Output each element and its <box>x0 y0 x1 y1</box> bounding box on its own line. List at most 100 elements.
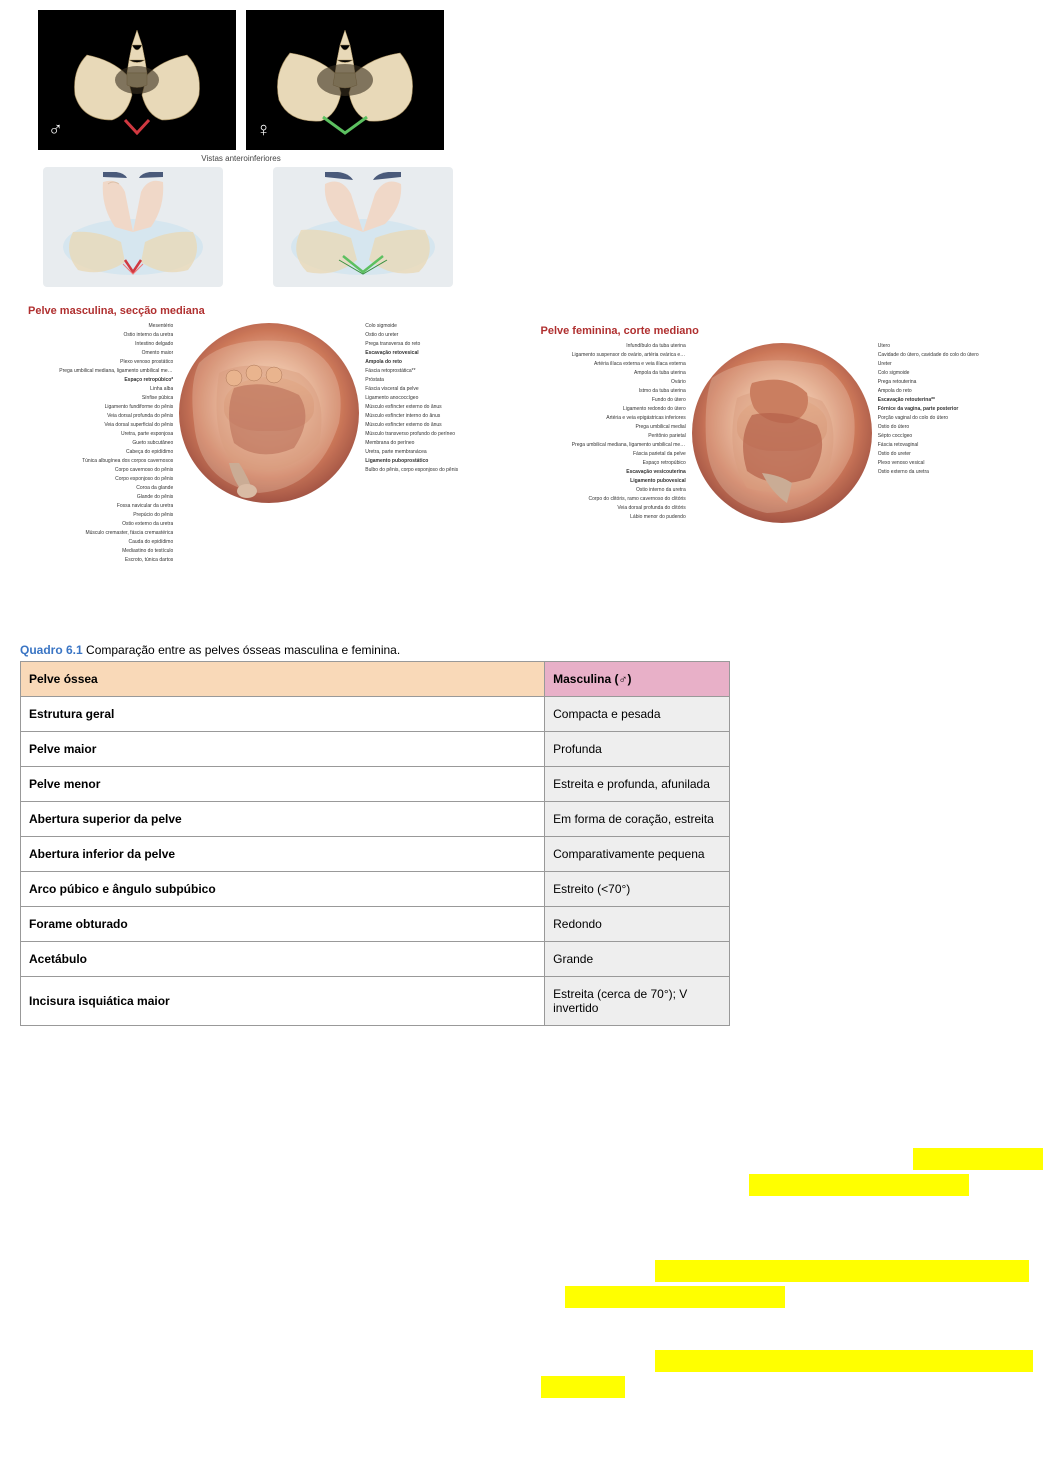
anatomy-label: Óstio do útero <box>878 424 992 430</box>
anatomy-label: Prega transversa do reto <box>365 341 479 347</box>
table-row-label: Abertura superior da pelve <box>21 802 545 837</box>
female-section-heading: Pelve feminina, corte mediano <box>541 325 1024 337</box>
anatomy-label: Útero <box>878 343 992 349</box>
anatomy-label: Túnica albugínea dos corpos cavernosos <box>59 458 173 464</box>
table-row-value: Estreita (cerca de 70°); V invertido <box>545 977 730 1026</box>
anatomy-label: Músculo esfíncter externo do ânus <box>365 404 479 410</box>
anatomy-label: Prepúcio do pênis <box>59 512 173 518</box>
table-row-value: Grande <box>545 942 730 977</box>
anatomy-label: Fáscia retoprostática** <box>365 368 479 374</box>
anatomy-label: Intestino delgado <box>59 341 173 347</box>
female-symbol: ♀ <box>256 119 271 142</box>
anatomy-label: Linha alba <box>59 386 173 392</box>
anatomy-label: Ampola do reto <box>878 388 992 394</box>
anatomy-label: Fossa navicular da uretra <box>59 503 173 509</box>
table-row-value: Estreita e profunda, afunilada <box>545 767 730 802</box>
table-row: Forame obturadoRedondo <box>21 907 730 942</box>
anatomy-label: Glande do pênis <box>59 494 173 500</box>
anatomy-label: Ligamento fundiforme do pênis <box>59 404 173 410</box>
male-symbol: ♂ <box>48 119 63 142</box>
anatomy-label: Uretra, parte esponjosa <box>59 431 173 437</box>
female-angle-hands <box>273 167 453 287</box>
table-row: Pelve menorEstreita e profunda, afunilad… <box>21 767 730 802</box>
anatomy-label: Plexo venoso prostático <box>59 359 173 365</box>
anatomy-label: Sépto coccígeo <box>878 433 992 439</box>
anatomy-label: Ligamento anococcígeo <box>365 395 479 401</box>
anatomy-label: Cavidade do útero, cavidade do colo do ú… <box>878 352 992 358</box>
highlight-mark <box>655 1260 1029 1282</box>
anatomy-label: Músculo transverso profundo do períneo <box>365 431 479 437</box>
anatomy-label: Veia dorsal profunda do clitóris <box>572 505 686 511</box>
anatomy-label: Fórnice da vagina, parte posterior <box>878 406 992 412</box>
anatomy-label: Ureter <box>878 361 992 367</box>
anatomy-label: Porção vaginal do colo do útero <box>878 415 992 421</box>
anatomy-label: Ampola da tuba uterina <box>572 370 686 376</box>
anatomy-label: Escroto, túnica dartos <box>59 557 173 563</box>
table-ref: Quadro 6.1 <box>20 643 83 657</box>
highlight-mark <box>655 1350 1033 1372</box>
anatomy-label: Gueto subcutâneo <box>59 440 173 446</box>
table-header-col1: Pelve óssea <box>21 662 545 697</box>
table-row: Pelve maiorProfunda <box>21 732 730 767</box>
anatomy-label: Músculo esfíncter interno do ânus <box>365 413 479 419</box>
table-row-label: Acetábulo <box>21 942 545 977</box>
anatomy-label: Artéria e veia epigástricas inferiores <box>572 415 686 421</box>
table-row-label: Arco púbico e ângulo subpúbico <box>21 872 545 907</box>
anatomy-label: Escavação retovesical <box>365 350 479 356</box>
anatomy-label: Membrana do períneo <box>365 440 479 446</box>
table-row-label: Pelve menor <box>21 767 545 802</box>
anatomy-label: Ligamento suspensor do ovário, artéria o… <box>572 352 686 358</box>
vistas-label: Vistas anteroinferiores <box>38 154 444 163</box>
anatomy-label: Óstio do ureter <box>878 451 992 457</box>
male-section-heading: Pelve masculina, secção mediana <box>28 305 511 317</box>
anatomy-label: Cabeça do epidídimo <box>59 449 173 455</box>
anatomy-label: Corpo do clitóris, ramo cavernoso do cli… <box>572 496 686 502</box>
anatomy-label: Uretra, parte membranácea <box>365 449 479 455</box>
anatomy-label: Prega umbilical medial <box>572 424 686 430</box>
anatomy-label: Ligamento puboprostático <box>365 458 479 464</box>
anatomy-label: Músculo esfíncter externo do ânus <box>365 422 479 428</box>
anatomy-label: Óstio interno da uretra <box>59 332 173 338</box>
table-row: AcetábuloGrande <box>21 942 730 977</box>
anatomy-label: Óstio externo da uretra <box>59 521 173 527</box>
table-row: Estrutura geralCompacta e pesada <box>21 697 730 732</box>
anatomy-label: Ligamento pubovesical <box>572 478 686 484</box>
anatomy-label: Escavação vesicouterina <box>572 469 686 475</box>
anatomy-label: Plexo venoso vesical <box>878 460 992 466</box>
male-pelvis-illustration <box>57 25 217 135</box>
anatomy-label: Próstata <box>365 377 479 383</box>
table-row-value: Compacta e pesada <box>545 697 730 732</box>
comparison-table: Pelve óssea Masculina (♂) Estrutura gera… <box>20 661 730 1026</box>
anatomy-label: Músculo cremaster, fáscia cremastérica <box>59 530 173 536</box>
anatomy-label: Peritônio parietal <box>572 433 686 439</box>
anatomy-label: Artéria ilíaca externa e veia ilíaca ext… <box>572 361 686 367</box>
anatomy-label: Fáscia visceral da pelve <box>365 386 479 392</box>
anatomy-label: Mediastino do testículo <box>59 548 173 554</box>
anatomy-label: Óstio externo da uretra <box>878 469 992 475</box>
female-pelvis-box: ♀ <box>246 10 444 150</box>
anatomy-label: Veia dorsal superficial do pênis <box>59 422 173 428</box>
anatomy-label: Bulbo do pênis, corpo esponjoso do pênis <box>365 467 479 473</box>
table-row-value: Comparativamente pequena <box>545 837 730 872</box>
anatomy-label: Lábio menor do pudendo <box>572 514 686 520</box>
anatomy-label: Corpo cavernoso do pênis <box>59 467 173 473</box>
table-row: Arco púbico e ângulo subpúbicoEstreito (… <box>21 872 730 907</box>
anatomy-label: Prega umbilical mediana, ligamento umbil… <box>572 442 686 448</box>
anatomy-label: Coroa da glande <box>59 485 173 491</box>
anatomy-label: Espaço retropúbico <box>572 460 686 466</box>
anatomy-label: Omento maior <box>59 350 173 356</box>
anatomy-label: Prega umbilical mediana, ligamento umbil… <box>59 368 173 374</box>
anatomy-label: Fundo do útero <box>572 397 686 403</box>
female-pelvis-illustration <box>265 25 425 135</box>
anatomy-label: Veia dorsal profunda do pênis <box>59 413 173 419</box>
table-row-value: Estreito (<70°) <box>545 872 730 907</box>
male-angle-hands <box>43 167 223 287</box>
pelvis-comparison-row: ♂ ♀ <box>38 10 1005 150</box>
table-caption-text: Comparação entre as pelves ósseas mascul… <box>86 643 400 657</box>
anatomy-label: Ampola do reto <box>365 359 479 365</box>
hands-angle-row <box>38 167 458 287</box>
table-caption: Quadro 6.1 Comparação entre as pelves ós… <box>20 643 1023 657</box>
anatomy-label: Espaço retropúbico* <box>59 377 173 383</box>
male-anatomy-diagram: MesentérioÓstio interno da uretraIntesti… <box>28 323 511 563</box>
anatomy-label: Sínfise púbica <box>59 395 173 401</box>
